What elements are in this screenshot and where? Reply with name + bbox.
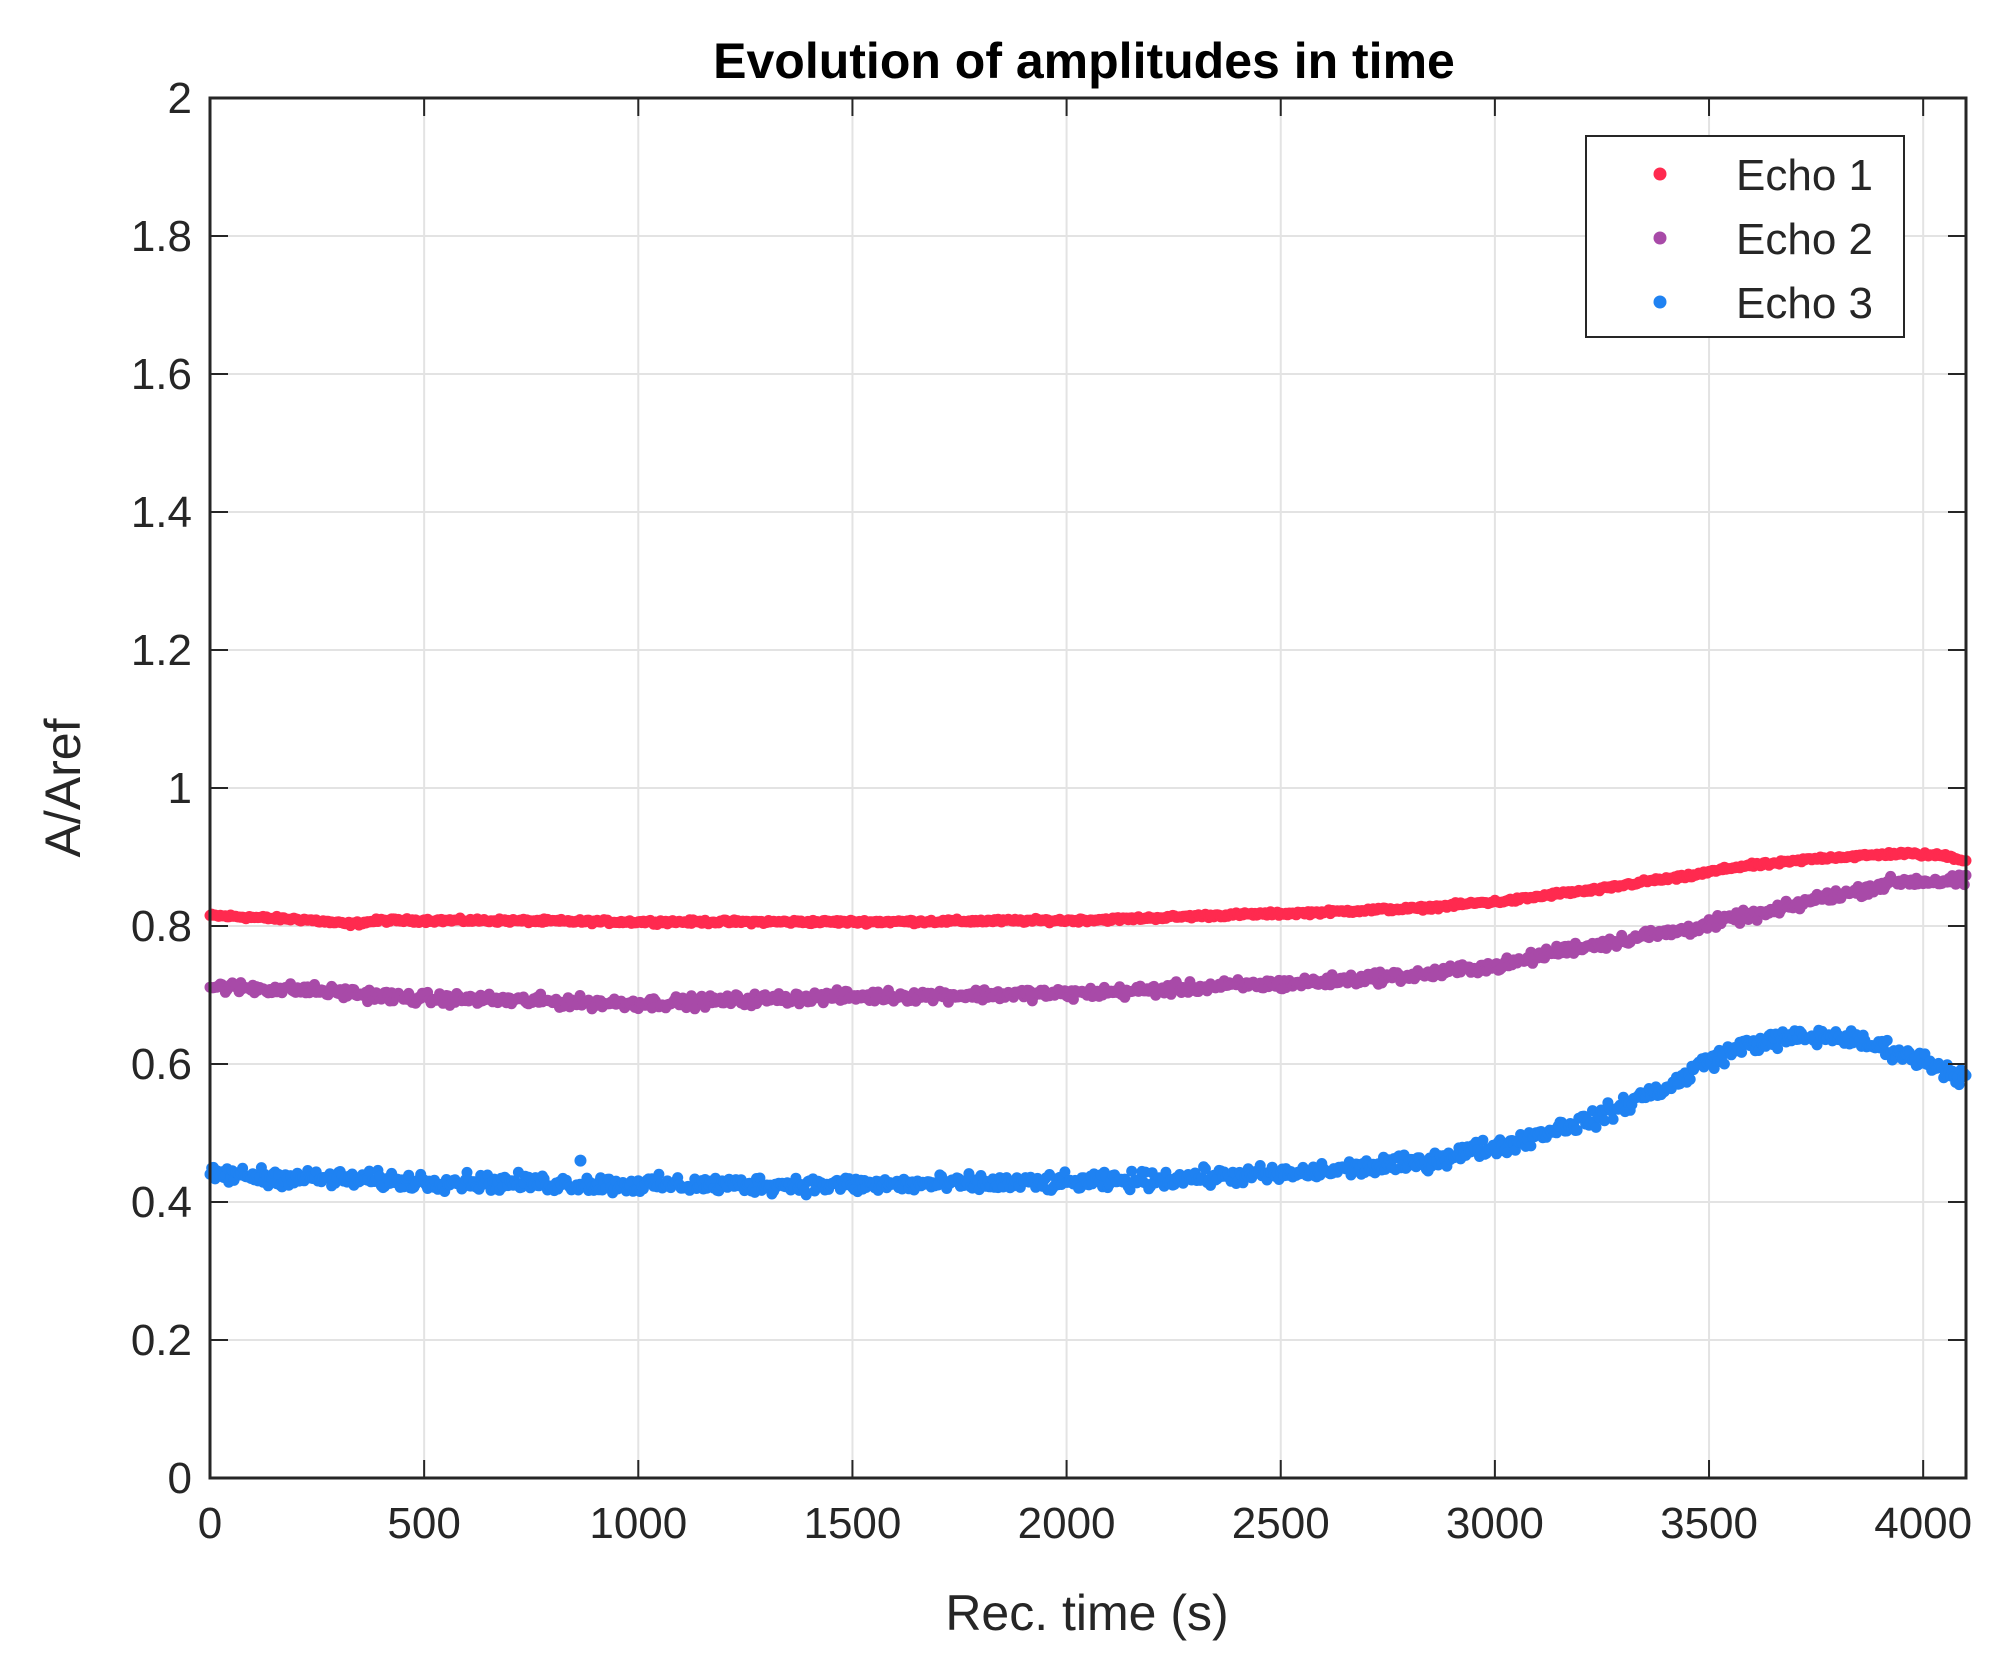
data-point: [1811, 1039, 1823, 1051]
y-tick-label: 0.4: [131, 1178, 192, 1227]
x-tick-label: 3500: [1660, 1499, 1758, 1548]
y-tick-label: 1.6: [131, 350, 192, 399]
data-point: [1059, 1166, 1071, 1178]
outlier-point: [574, 1154, 587, 1167]
data-point: [800, 1189, 812, 1201]
y-tick-label: 0.6: [131, 1040, 192, 1089]
series-echo-1: [204, 846, 1972, 932]
legend-label: Echo 2: [1736, 215, 1873, 264]
y-tick-label: 0.2: [131, 1316, 192, 1365]
data-point: [1684, 1073, 1696, 1085]
legend-label: Echo 3: [1736, 279, 1873, 328]
legend-box: [1585, 135, 1905, 338]
y-axis-label: A/Aref: [35, 718, 91, 857]
data-point: [1599, 1115, 1610, 1127]
data-point: [1607, 1113, 1619, 1125]
legend-marker: [1653, 231, 1667, 245]
x-tick-label: 2000: [1018, 1499, 1116, 1548]
legend-marker: [1653, 167, 1667, 181]
data-point: [1501, 1147, 1513, 1159]
y-tick-label: 1.4: [131, 488, 192, 537]
y-tick-label: 0.8: [131, 902, 192, 951]
series-echo-2: [204, 869, 1972, 1015]
data-point: [1772, 1043, 1784, 1055]
data-point: [1590, 1121, 1602, 1133]
x-tick-label: 0: [198, 1499, 222, 1548]
x-tick-label: 1000: [589, 1499, 687, 1548]
x-axis-label: Rec. time (s): [945, 1585, 1228, 1641]
data-point: [1126, 1165, 1138, 1177]
data-points: [204, 846, 1972, 1201]
data-point: [1477, 1134, 1489, 1146]
x-tick-label: 1500: [803, 1499, 901, 1548]
y-tick-label: 2: [168, 74, 192, 123]
data-point: [1718, 1058, 1730, 1070]
legend: Echo 1 Echo 2 Echo 3: [1585, 135, 1905, 338]
chart-title: Evolution of amplitudes in time: [713, 33, 1455, 89]
x-tick-label: 500: [387, 1499, 460, 1548]
x-tick-label: 2500: [1232, 1499, 1330, 1548]
data-point: [1199, 1163, 1211, 1175]
y-tick-label: 1: [168, 764, 192, 813]
data-point: [1958, 879, 1970, 891]
data-point: [1571, 1124, 1583, 1136]
data-point: [403, 1169, 415, 1181]
axis-ticks: 0 500 1000 1500 2000 2500 3000 3500 4000 0 0.2 0.4 0…: [131, 74, 1972, 1548]
y-tick-label: 0: [168, 1454, 192, 1503]
y-tick-label: 1.8: [131, 212, 192, 261]
x-tick-label: 3000: [1446, 1499, 1544, 1548]
legend-marker: [1653, 295, 1667, 309]
y-tick-label: 1.2: [131, 626, 192, 675]
legend-label: Echo 1: [1736, 151, 1873, 200]
data-point: [1525, 1140, 1537, 1152]
x-tick-label: 4000: [1874, 1499, 1972, 1548]
data-point: [363, 1165, 375, 1177]
data-point: [1881, 1034, 1893, 1046]
data-point: [653, 1168, 665, 1180]
series-echo-3: [204, 1024, 1972, 1201]
